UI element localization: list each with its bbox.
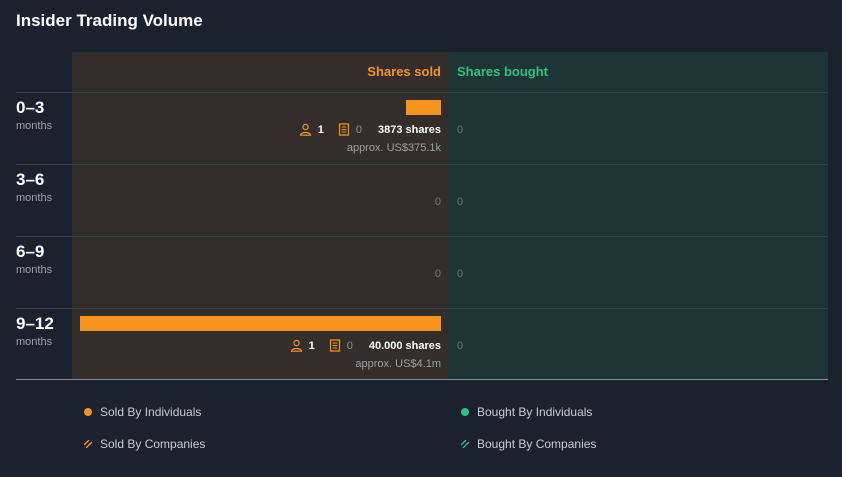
row-label-6-9: 6–9 months [16,242,52,276]
legend-sold-by-companies[interactable]: Sold By Companies [84,437,205,451]
person-icon [290,339,303,352]
approx-value: approx. US$375.1k [346,142,441,154]
chart-baseline [16,379,828,380]
legend-label: Bought By Companies [477,437,597,451]
row-divider [16,92,828,93]
building-icon [338,123,350,136]
row-label-0-3: 0–3 months [16,98,52,132]
row-label-3-6: 3–6 months [16,170,52,204]
shares-bought-header: Shares bought [457,64,549,79]
shares-bought-column-background [449,52,828,380]
shares-sold-value: 40.000 shares [368,339,441,352]
shares-bought-value: 0 [457,196,464,208]
hatch-icon [461,440,469,448]
legend-label: Bought By Individuals [477,405,593,419]
row-range: 0–3 [16,98,45,117]
shares-bought-value: 0 [457,340,464,352]
chart-title: Insider Trading Volume [16,11,203,30]
individuals-count: 1 [317,123,324,136]
individuals-count: 1 [308,339,315,352]
shares-bought-value: 0 [457,268,464,280]
sold-bar-9-12[interactable] [80,316,441,331]
sold-detail-0-3: 1 0 3873 shares [299,123,441,136]
shares-bought-value: 0 [457,124,464,136]
row-unit: months [16,336,53,348]
legend-sold-by-individuals[interactable]: Sold By Individuals [84,405,201,419]
building-icon [329,339,341,352]
row-divider [16,308,828,309]
dot-icon [84,408,92,416]
companies-count: 0 [346,339,353,352]
shares-sold-header: Shares sold [367,64,441,79]
row-unit: months [16,264,53,276]
row-unit: months [16,192,53,204]
companies-count: 0 [355,123,362,136]
legend-bought-by-companies[interactable]: Bought By Companies [461,437,596,451]
row-range: 3–6 [16,170,45,189]
sold-bar-0-3[interactable] [406,100,441,115]
shares-sold-value: 3873 shares [378,123,441,136]
row-range: 6–9 [16,242,45,261]
shares-sold-value: 0 [434,196,441,208]
legend-label: Sold By Individuals [100,405,202,419]
row-range: 9–12 [16,314,54,333]
row-divider [16,236,828,237]
approx-value: approx. US$4.1m [355,358,441,370]
legend-label: Sold By Companies [100,437,206,451]
sold-detail-9-12: 1 0 40.000 shares [290,339,441,352]
row-divider [16,164,828,165]
row-label-9-12: 9–12 months [16,314,54,348]
legend-bought-by-individuals[interactable]: Bought By Individuals [461,405,592,419]
hatch-icon [84,440,92,448]
person-icon [299,123,312,136]
row-unit: months [16,120,53,132]
shares-sold-value: 0 [434,268,441,280]
dot-icon [461,408,469,416]
